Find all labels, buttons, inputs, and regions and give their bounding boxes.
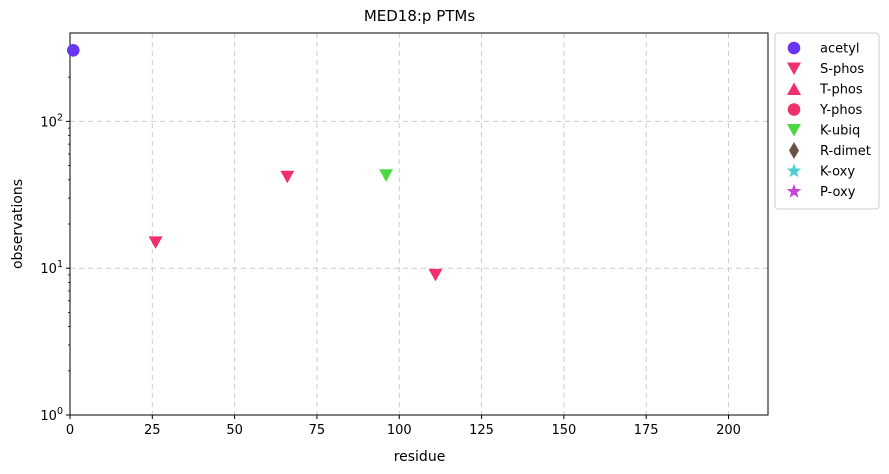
- legend-label-K-ubiq: K-ubiq: [820, 124, 860, 139]
- y-tick-label: 101: [40, 259, 63, 277]
- legend-label-R-dimet: R-dimet: [820, 144, 871, 159]
- legend: acetyl S-phos T-phos Y-phos K-ubiq R-dimet K-o…: [774, 32, 880, 210]
- x-tick-label: 200: [716, 423, 741, 438]
- data-points: [66, 43, 443, 282]
- legend-marker-K-oxy: [786, 163, 802, 178]
- y-axis-label: observations: [10, 179, 26, 269]
- data-point-K-ubiq: [379, 169, 394, 182]
- plot-frame: [69, 32, 769, 416]
- data-point-acetyl: [66, 43, 80, 57]
- legend-label-acetyl: acetyl: [820, 42, 860, 57]
- legend-label-T-phos: T-phos: [819, 83, 863, 98]
- x-tick-label: 50: [226, 423, 243, 438]
- data-point-S-phos: [148, 236, 163, 249]
- legend-marker-S-phos: [787, 62, 801, 75]
- legend-marker-P-oxy: [786, 184, 802, 198]
- x-tick-label: 150: [551, 423, 576, 438]
- legend-label-K-oxy: K-oxy: [820, 165, 855, 180]
- legend-label-S-phos: S-phos: [820, 62, 864, 77]
- y-tick-label: 100: [40, 406, 63, 424]
- legend-marker-acetyl: [787, 41, 801, 55]
- x-tick-label: 125: [469, 423, 494, 438]
- axes: 0 25 50 75 100 125 150 175 200 100 101 102: [40, 32, 769, 438]
- legend-marker-Y-phos: [787, 103, 801, 116]
- x-tick-label: 75: [309, 423, 326, 438]
- data-point-S-phos: [428, 268, 443, 282]
- legend-marker-T-phos: [787, 82, 801, 95]
- legend-marker-K-ubiq: [787, 124, 801, 137]
- y-tick-label: 102: [40, 112, 63, 130]
- x-tick-label: 175: [634, 423, 659, 438]
- legend-box: [774, 32, 880, 210]
- x-tick-label: 25: [144, 423, 161, 438]
- data-point-S-phos: [280, 170, 295, 184]
- legend-marker-R-dimet: [789, 142, 799, 159]
- x-tick-label: 0: [66, 423, 74, 438]
- x-tick-label: 100: [387, 423, 412, 438]
- chart-title: MED18:p PTMs: [364, 7, 476, 25]
- grid: [70, 33, 768, 415]
- x-axis-label: residue: [394, 449, 446, 465]
- legend-label-P-oxy: P-oxy: [820, 185, 856, 200]
- legend-label-Y-phos: Y-phos: [819, 103, 863, 118]
